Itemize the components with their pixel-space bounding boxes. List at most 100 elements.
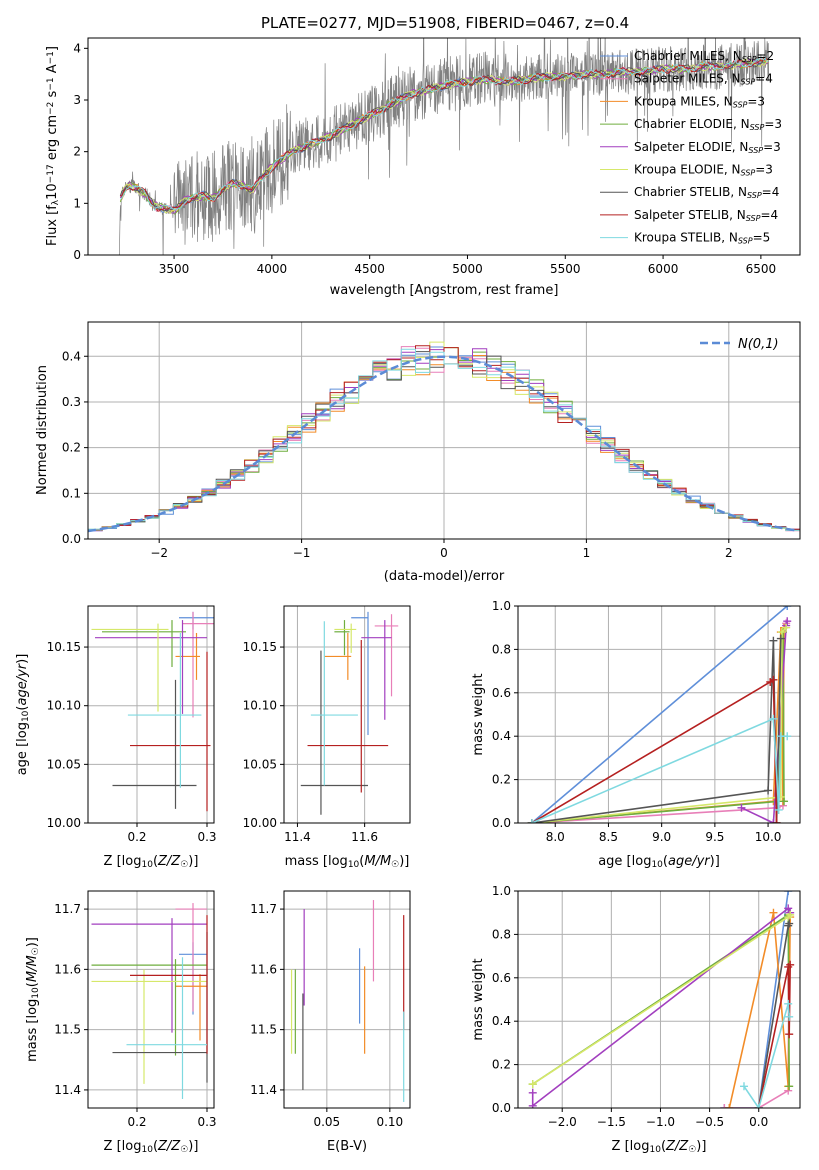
y-tick-label: 11.5 [54,1023,81,1037]
x-tick-label: 0.05 [313,1115,340,1129]
axes-age_weights: 8.0 8.5 9.0 9.5 10.0 0.0 0.2 0.4 0.6 0.8 1.0 age [l… [471,599,801,870]
weight-marker [528,1101,537,1108]
panels: 3500 4000 4500 5000 5500 6000 6500 0 1 2 3 4 Chabrie… [15,37,801,1155]
weight-line [532,914,791,1085]
figure-title: PLATE=0277, MJD=51908, FIBERID=0467, z=0… [261,14,629,32]
y-tick-label: 1.0 [492,884,511,898]
x-tick-label: 9.5 [705,830,724,844]
weight-marker [785,1012,794,1021]
legend-label: Salpeter STELIB, NSSP=4 [634,208,778,223]
x-axis-label: mass [log10(M/M☉)] [285,854,410,870]
y-tick-label: 0.3 [62,395,81,409]
x-tick-label: 8.5 [599,830,618,844]
x-axis-label: Z [log10(Z/Z☉)] [612,1139,707,1155]
weight-marker [786,960,795,969]
y-tick-label: 10.00 [243,816,277,830]
axes-mass_vs_Z: 0.2 0.3 11.4 11.5 11.6 11.7 Z [log10(Z/Z☉)] mas… [25,890,217,1155]
y-tick-label: 1 [73,196,81,210]
y-tick-label: 4 [73,41,81,55]
axes-frame [517,605,801,824]
x-tick-label: −0.5 [695,1115,724,1129]
x-tick-label: 10.0 [755,830,782,844]
y-tick-label: 2 [73,145,81,159]
y-tick-label: 0.0 [492,1101,511,1115]
plot-area [119,38,770,255]
legend-label: Kroupa STELIB, NSSP=5 [634,231,770,246]
weight-marker [754,1104,763,1108]
x-tick-label: −1 [293,546,311,560]
y-tick-label: 11.4 [250,1083,277,1097]
weight-marker [527,819,536,823]
y-tick-label: 0.2 [492,773,511,787]
axes-age_vs_mass: 11.4 11.6 10.00 10.05 10.10 10.15 mass [log10(… [243,605,411,870]
weight-marker [772,819,781,823]
y-axis-label: Normed distribution [35,365,50,495]
y-tick-label: 10.15 [47,640,81,654]
weight-marker [769,714,778,723]
y-tick-label: 10.10 [243,699,277,713]
axes-frame [87,890,215,1109]
weight-marker [769,819,778,823]
x-tick-label: 4500 [354,262,385,276]
axes-frame [283,890,411,1109]
legend-label: Chabrier STELIB, NSSP=4 [634,185,779,200]
y-tick-label: 0.1 [62,486,81,500]
x-axis-label: wavelength [Angstrom, rest frame] [330,283,559,298]
y-tick-label: 10.00 [47,816,81,830]
weight-marker [786,910,795,919]
weight-marker [769,636,778,645]
x-axis-label: Z [log10(Z/Z☉)] [104,1139,199,1155]
y-axis-label: mass [log10(M/M☉)] [25,937,41,1062]
x-tick-label: 0.3 [197,1115,216,1129]
y-tick-label: 0.0 [62,532,81,546]
weight-marker [720,1104,729,1108]
weight-marker [764,786,773,795]
weight-line [531,606,788,823]
x-tick-label: 8.0 [546,830,565,844]
y-tick-label: 0.4 [62,349,81,363]
y-tick-label: 3 [73,93,81,107]
x-tick-label: −2 [150,546,168,560]
y-tick-label: 0.8 [492,642,511,656]
y-tick-label: 11.4 [54,1083,81,1097]
x-tick-label: 6000 [648,262,679,276]
x-tick-label: 0 [440,546,448,560]
weight-line [531,638,782,823]
x-tick-label: 6500 [746,262,777,276]
y-tick-label: 10.05 [243,757,277,771]
plot-area [91,611,214,812]
weight-line [531,907,791,1108]
weight-line [743,1003,790,1108]
weight-line [531,631,785,823]
axes-mass_vs_ebv: 0.05 0.10 11.4 11.5 11.6 11.7 E(B-V) [250,890,411,1154]
y-tick-label: 11.7 [54,902,81,916]
legend-label: Kroupa ELODIE, NSSP=3 [634,163,773,178]
weight-marker [528,1080,537,1089]
normal-curve [88,355,798,533]
x-tick-label: 1 [583,546,591,560]
y-axis-label: age [log10(age/yr)] [15,654,31,776]
y-tick-label: 10.15 [243,640,277,654]
y-tick-label: 0.6 [492,686,511,700]
x-tick-label: 0.0 [749,1115,768,1129]
weight-marker [780,797,789,806]
y-tick-label: 0.4 [492,729,511,743]
weight-marker [725,1104,734,1108]
y-tick-label: 0.4 [492,1014,511,1028]
y-tick-label: 10.10 [47,699,81,713]
plot-area [300,611,399,815]
x-tick-label: 4000 [257,262,288,276]
axes-frame [87,37,801,256]
weight-marker [769,675,778,684]
model-line [119,56,769,211]
x-tick-label: 3500 [159,262,190,276]
weight-line [531,627,787,823]
x-tick-label: −1.5 [597,1115,626,1129]
weight-marker [776,634,785,643]
y-tick-label: 0.2 [492,1058,511,1072]
axes-age_vs_Z: 0.2 0.3 10.00 10.05 10.10 10.15 Z [log10(Z/Z☉)… [15,605,217,870]
x-tick-label: 0.2 [127,830,146,844]
weight-marker [784,891,793,895]
x-axis-label: (data-model)/error [384,569,505,584]
